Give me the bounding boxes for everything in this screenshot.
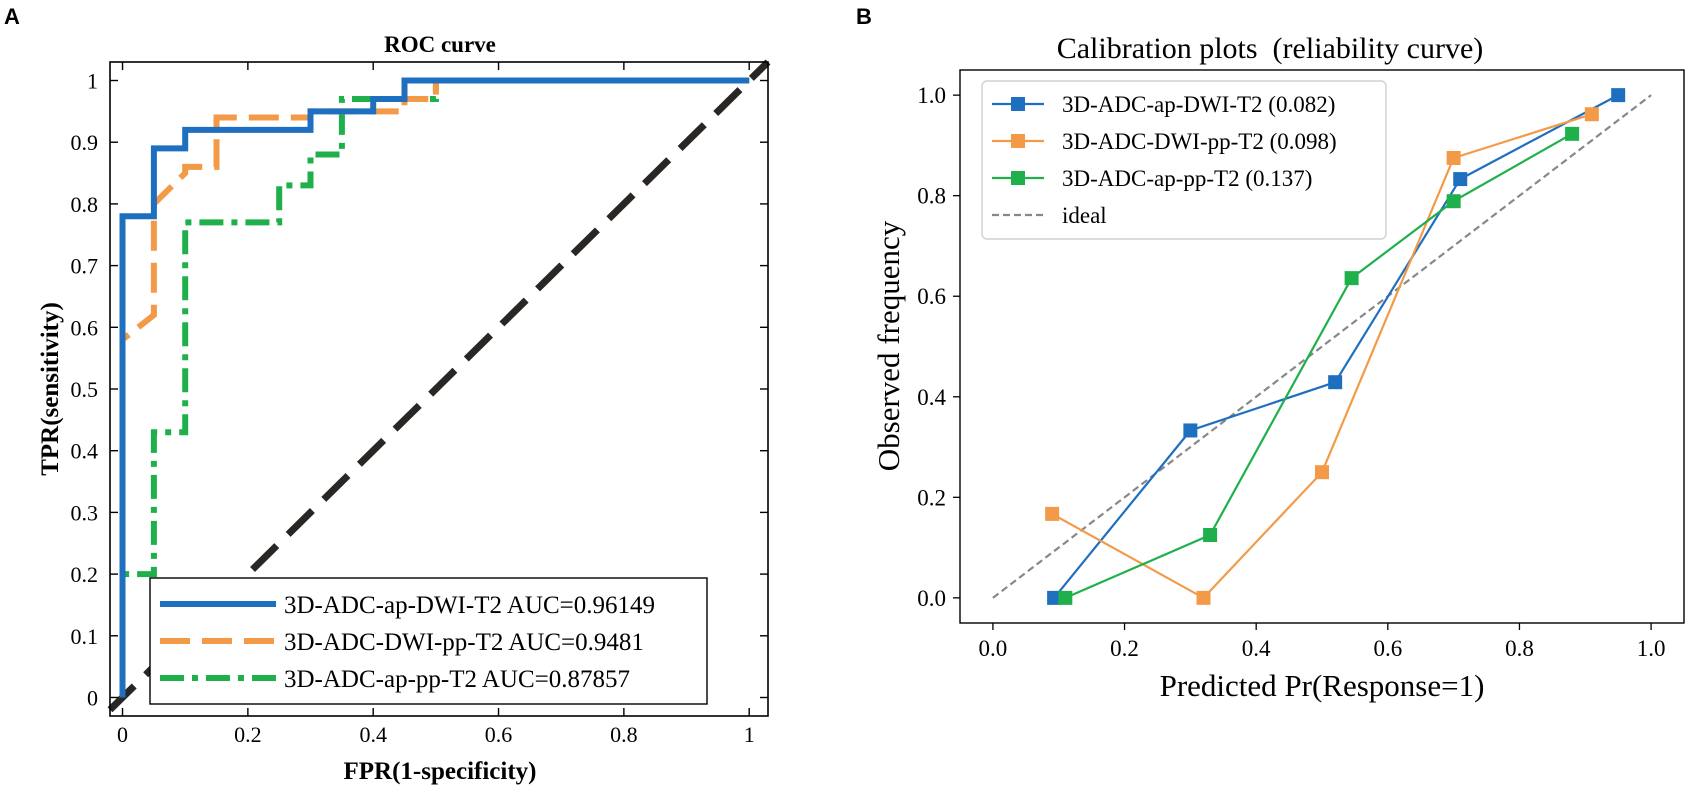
cal-y-label: Observed frequency — [871, 220, 906, 471]
cal-point-marker-0 — [1047, 590, 1062, 605]
cal-plot-frame — [959, 69, 1685, 624]
roc-y-tick-label: 0.9 — [71, 130, 99, 155]
cal-legend-box — [981, 80, 1387, 240]
roc-y-tick-label: 0.6 — [71, 315, 99, 340]
roc-x-label: FPR(1-specificity) — [344, 758, 537, 785]
panel-b-label: B — [856, 4, 872, 29]
cal-legend-label-ideal: ideal — [1062, 203, 1107, 228]
cal-x-label: Predicted Pr(Response=1) — [1160, 668, 1485, 703]
cal-point-marker-0 — [1453, 172, 1468, 187]
roc-legend-label-green: 3D-ADC-ap-pp-T2 AUC=0.87857 — [284, 666, 630, 693]
cal-legend-label-blue: 3D-ADC-ap-DWI-T2 (0.082) — [1062, 92, 1335, 117]
cal-point-marker-2 — [1344, 271, 1359, 286]
cal-point-marker-1 — [1584, 107, 1599, 122]
roc-y-tick-label: 0.2 — [71, 562, 99, 587]
roc-x-tick-label: 0.4 — [359, 722, 387, 747]
cal-point-marker-1 — [1045, 506, 1060, 521]
panel-a-label: A — [4, 4, 20, 29]
cal-x-tick-label: 0.4 — [1242, 636, 1271, 661]
calibration-chart: Calibration plots (reliability curve) 0.… — [871, 32, 1685, 703]
roc-x-tick-label: 0.6 — [485, 722, 513, 747]
cal-point-marker-2 — [1565, 126, 1580, 141]
cal-point-marker-2 — [1058, 590, 1073, 605]
cal-point-marker-0 — [1328, 375, 1343, 390]
cal-title: Calibration plots (reliability curve) — [1057, 32, 1484, 65]
cal-ideal-line — [992, 94, 1652, 599]
roc-y-tick-label: 0.3 — [71, 500, 99, 525]
roc-chart: ROC curve 0 0.2 0.4 0.6 0.8 1 0 0.1 0.2 0.3 0.4 0.5… — [37, 32, 771, 785]
cal-point-marker-2 — [1446, 194, 1461, 209]
cal-y-tick-label: 0.4 — [917, 385, 946, 410]
roc-x-tick-label: 0.8 — [610, 722, 638, 747]
roc-y-tick-label: 0 — [87, 685, 98, 710]
cal-point-marker-2 — [1203, 528, 1218, 543]
cal-y-tick-label: 0.0 — [917, 586, 946, 611]
roc-series-line-0 — [119, 77, 750, 698]
cal-point-marker-1 — [1446, 150, 1461, 165]
cal-point-marker-0 — [1611, 88, 1626, 103]
roc-series-line-1 — [119, 77, 750, 698]
cal-y-tick-label: 0.2 — [917, 485, 946, 510]
cal-legend-marker-green — [1011, 171, 1025, 185]
roc-x-tick-label: 1 — [744, 722, 755, 747]
roc-title: ROC curve — [384, 32, 496, 57]
roc-legend: 3D-ADC-ap-DWI-T2 AUC=0.96149 3D-ADC-DWI-… — [149, 577, 708, 705]
cal-legend-marker-orange — [1011, 134, 1025, 148]
cal-axis-ticks: 0.0 0.2 0.4 0.6 0.8 1.0 0.0 0.2 0.4 0.6 0.8 1.0 — [917, 83, 1665, 661]
cal-y-tick-label: 1.0 — [917, 83, 946, 108]
cal-x-tick-label: 0.6 — [1373, 636, 1402, 661]
cal-y-tick-label: 0.8 — [917, 184, 946, 209]
cal-legend-marker-blue — [1011, 97, 1025, 111]
roc-axis-ticks: 0 0.2 0.4 0.6 0.8 1 0 0.1 0.2 0.3 0.4 0.5 0.6 0.7 0.8 0… — [71, 62, 768, 747]
cal-series-lines — [992, 88, 1652, 605]
roc-plot-frame — [109, 61, 769, 717]
cal-x-tick-label: 1.0 — [1637, 636, 1666, 661]
roc-legend-label-blue: 3D-ADC-ap-DWI-T2 AUC=0.96149 — [284, 592, 655, 619]
roc-y-tick-label: 0.1 — [71, 624, 99, 649]
roc-y-tick-label: 0.4 — [71, 439, 99, 464]
roc-legend-label-orange: 3D-ADC-DWI-pp-T2 AUC=0.9481 — [284, 629, 644, 656]
cal-legend-label-green: 3D-ADC-ap-pp-T2 (0.137) — [1062, 166, 1312, 191]
cal-point-marker-1 — [1315, 465, 1329, 480]
roc-y-tick-label: 0.8 — [71, 192, 99, 217]
roc-y-label: TPR(sensitivity) — [37, 302, 64, 476]
cal-x-tick-label: 0.8 — [1505, 636, 1534, 661]
cal-legend: 3D-ADC-ap-DWI-T2 (0.082) 3D-ADC-DWI-pp-T… — [981, 80, 1387, 240]
cal-legend-label-orange: 3D-ADC-DWI-pp-T2 (0.098) — [1062, 129, 1337, 154]
cal-point-marker-0 — [1183, 423, 1198, 438]
cal-x-tick-label: 0.2 — [1110, 636, 1139, 661]
cal-point-marker-1 — [1196, 590, 1211, 605]
roc-y-tick-label: 1 — [87, 69, 98, 94]
roc-x-tick-label: 0 — [117, 722, 128, 747]
roc-x-tick-label: 0.2 — [234, 722, 262, 747]
roc-y-tick-label: 0.7 — [71, 254, 99, 279]
roc-y-tick-label: 0.5 — [71, 377, 99, 402]
cal-y-tick-label: 0.6 — [917, 284, 946, 309]
cal-x-tick-label: 0.0 — [979, 636, 1008, 661]
roc-legend-box — [149, 577, 708, 705]
